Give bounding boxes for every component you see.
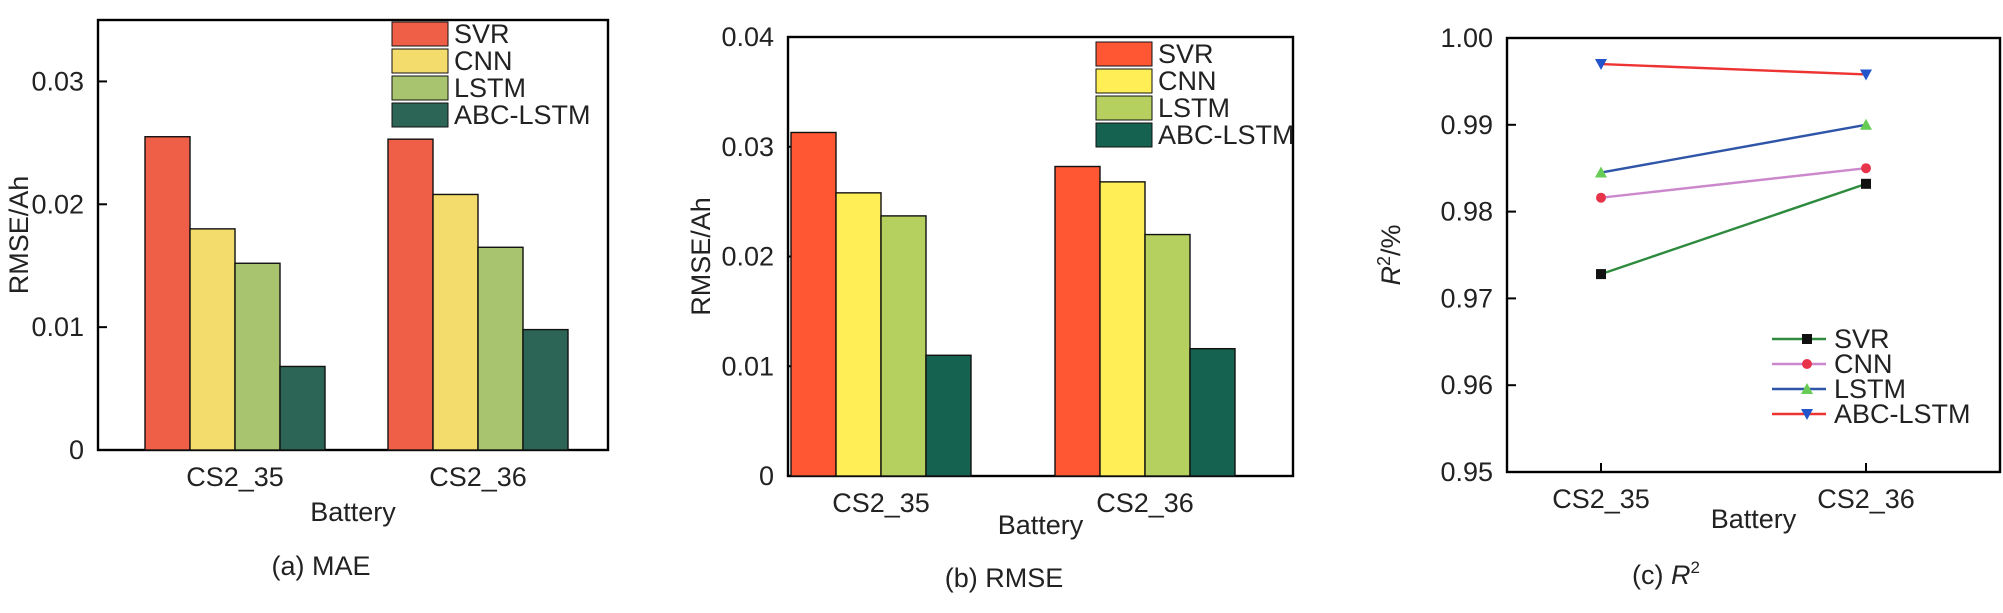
- caption: (b) RMSE: [945, 563, 1064, 593]
- y-tick-label: 0.01: [31, 312, 84, 342]
- chart-a-mae: 0 0.01 0.02 0.03 CS2_35 CS2_36 Battery RMSE/Ah S…: [4, 18, 610, 581]
- legend-swatch: [391, 48, 449, 74]
- bar: [790, 131, 837, 477]
- bar: [1099, 181, 1146, 477]
- bar: [1054, 165, 1101, 477]
- y-tick-label: 0.04: [721, 22, 774, 52]
- data-point: [1860, 69, 1872, 81]
- x-tick-label: CS2_35: [832, 488, 930, 518]
- caption-var: R: [1671, 560, 1691, 590]
- legend-swatch: [1095, 95, 1153, 121]
- legend-swatch: [391, 102, 449, 128]
- data-point: [1595, 166, 1607, 178]
- y-axis-title-sup: 2: [1374, 256, 1394, 266]
- y-axis-title: R2/%: [1374, 224, 1406, 285]
- y-tick-label: 0.96: [1440, 370, 1493, 400]
- series-line: [1600, 182, 1867, 276]
- series-line: [1600, 167, 1867, 199]
- y-tick-label: 0.95: [1440, 457, 1493, 487]
- y-axis-title-var: R: [1376, 266, 1406, 286]
- y-tick-label: 1.00: [1440, 23, 1493, 53]
- legend-marker: [1802, 359, 1812, 369]
- legend-label: LSTM: [454, 73, 526, 103]
- y-tick-label: 0.97: [1440, 283, 1493, 313]
- plot-frame: [96, 18, 610, 452]
- bar: [1144, 233, 1191, 477]
- chart-c-r2: 0.95 0.96 0.97 0.98 0.99 1.00 CS2_35 CS2_36 Batt…: [1374, 23, 2002, 590]
- y-tick-label: 0.03: [31, 66, 84, 96]
- caption-prefix: (c): [1632, 560, 1671, 590]
- legend-label: ABC-LSTM: [454, 100, 591, 130]
- legend-label: LSTM: [1834, 374, 1906, 404]
- x-tick-label: CS2_36: [1817, 484, 1915, 514]
- x-axis-title: Battery: [998, 510, 1084, 540]
- legend-swatch: [391, 75, 449, 101]
- legend-swatch: [1095, 41, 1153, 67]
- x-axis-title: Battery: [1711, 504, 1797, 534]
- legend-marker: [1802, 334, 1812, 344]
- bar: [477, 246, 524, 451]
- legend-label: CNN: [1834, 349, 1893, 379]
- caption: (a) MAE: [271, 551, 370, 581]
- y-tick-label: 0.98: [1440, 197, 1493, 227]
- legend-label: LSTM: [1158, 93, 1230, 123]
- legend-marker: [1801, 383, 1813, 394]
- x-tick-label: CS2_35: [186, 462, 284, 492]
- bar: [189, 228, 236, 451]
- y-tick-label: 0.01: [721, 351, 774, 381]
- legend-swatch: [391, 21, 449, 47]
- x-tick-label: CS2_35: [1552, 484, 1650, 514]
- data-point: [1596, 192, 1606, 203]
- bar: [279, 365, 326, 451]
- bar: [925, 354, 972, 477]
- x-tick-label: CS2_36: [1096, 488, 1194, 518]
- legend-label: ABC-LSTM: [1158, 120, 1295, 150]
- data-point: [1861, 178, 1871, 189]
- bar: [387, 138, 434, 451]
- legend-label: ABC-LSTM: [1834, 399, 1971, 429]
- bar: [144, 136, 191, 451]
- legend-label: SVR: [454, 19, 510, 49]
- data-point: [1596, 269, 1606, 280]
- series-line: [1600, 62, 1867, 76]
- bar: [835, 192, 882, 477]
- data-point: [1595, 59, 1607, 71]
- legend-label: SVR: [1834, 324, 1890, 354]
- bar: [432, 193, 479, 451]
- bar: [1189, 347, 1236, 477]
- legend-marker: [1801, 409, 1813, 420]
- caption: (c) R2: [1632, 558, 1700, 590]
- y-tick-label: 0: [69, 435, 84, 465]
- y-tick-label: 0.03: [721, 132, 774, 162]
- y-tick-label: 0.02: [721, 242, 774, 272]
- x-tick-label: CS2_36: [429, 462, 527, 492]
- caption-sup: 2: [1691, 558, 1700, 577]
- plot-frame: [1505, 36, 2002, 474]
- y-axis-title-unit: /%: [1376, 224, 1406, 256]
- chart-b-rmse: 0 0.01 0.02 0.03 0.04 CS2_35 CS2_36 Battery RMSE…: [686, 22, 1295, 593]
- legend-swatch: [1095, 122, 1153, 148]
- x-axis-title: Battery: [310, 497, 396, 527]
- legend-swatch: [1095, 68, 1153, 94]
- bar: [234, 262, 281, 451]
- data-point: [1861, 163, 1871, 174]
- y-tick-label: 0.02: [31, 189, 84, 219]
- series-line: [1600, 123, 1867, 174]
- legend-label: CNN: [1158, 66, 1217, 96]
- bar: [522, 328, 569, 451]
- bar: [880, 215, 927, 477]
- y-tick-label: 0.99: [1440, 110, 1493, 140]
- y-axis-title: RMSE/Ah: [686, 197, 716, 316]
- y-tick-label: 0: [759, 461, 774, 491]
- y-axis-title: RMSE/Ah: [4, 176, 34, 295]
- legend-label: CNN: [454, 46, 513, 76]
- legend-label: SVR: [1158, 39, 1214, 69]
- data-point: [1860, 118, 1872, 130]
